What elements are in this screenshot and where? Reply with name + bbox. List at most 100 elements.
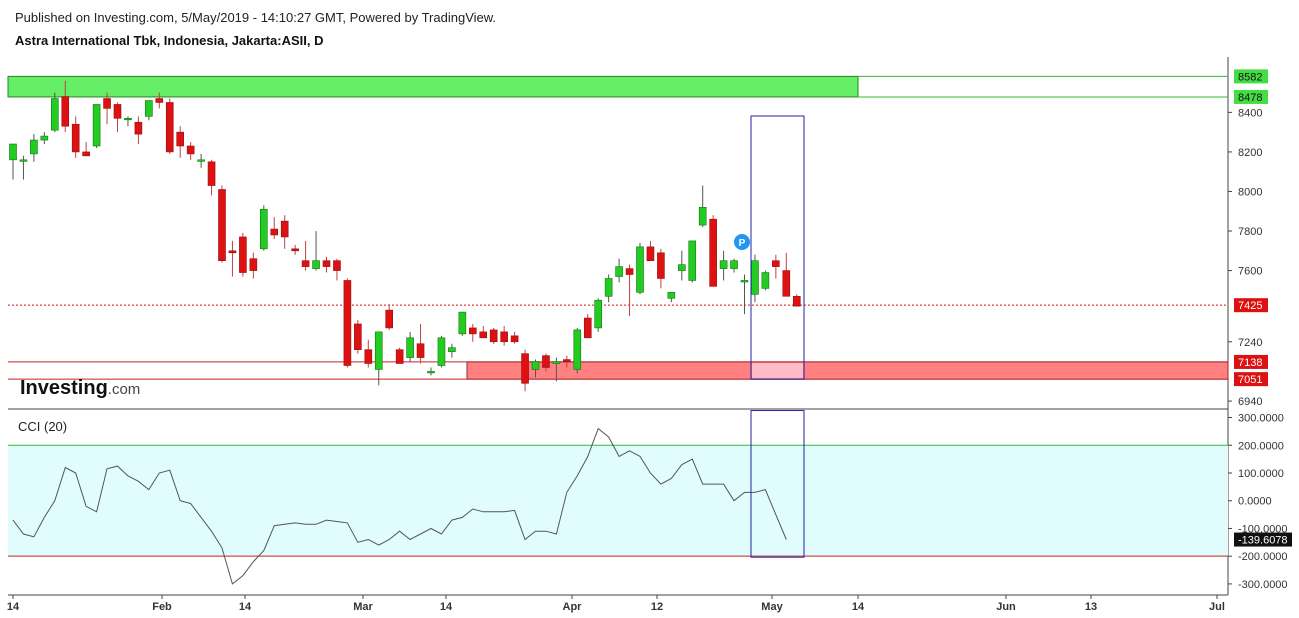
cci-current-badge: [1234, 532, 1292, 547]
candle-body: [249, 258, 258, 271]
candle-body: [479, 331, 488, 339]
candle-body: [155, 98, 164, 103]
candle-body: [218, 189, 226, 261]
annotation-boxes-group: [750, 115, 805, 558]
candle-body: [301, 260, 310, 267]
x-tick-label: Jun: [996, 601, 1016, 613]
candle-body: [510, 335, 519, 343]
candle-body: [448, 347, 456, 352]
candle-body: [573, 329, 582, 370]
candle-body: [563, 359, 571, 362]
candle-body: [416, 343, 425, 358]
candle-body: [291, 248, 299, 252]
cci-current-label: -139.6078: [1238, 535, 1288, 547]
cci-tick-label: -300.0000: [1238, 579, 1288, 591]
candle-body: [688, 240, 697, 281]
candle-body: [343, 280, 352, 366]
resistance-zone: [7, 75, 859, 98]
cci-tick-label: -200.0000: [1238, 551, 1288, 563]
price-badge: [1234, 69, 1268, 84]
cci-band-group: [8, 444, 1228, 557]
candle-body: [709, 218, 717, 287]
candle-body: [374, 331, 383, 370]
cci-tick-label: 200.0000: [1238, 440, 1284, 452]
candle-body: [312, 260, 320, 269]
candle-body: [71, 123, 80, 153]
cci-tick-label: 0.0000: [1238, 496, 1272, 508]
logo-main: Investing: [20, 377, 108, 399]
candle-body: [186, 145, 195, 155]
cci-series-line: [12, 427, 787, 585]
investing-logo: Investing.com: [20, 377, 140, 399]
candle-body: [604, 278, 613, 297]
candle-body: [364, 349, 373, 364]
x-tick-label: 14: [852, 601, 865, 613]
candle-body: [792, 295, 801, 307]
x-tick-label: 14: [440, 601, 453, 613]
price-tick-label: 8400: [1238, 107, 1262, 119]
candle-body: [542, 355, 550, 368]
candle-body: [40, 135, 49, 141]
candle-body: [500, 331, 508, 343]
candle-body: [9, 143, 17, 161]
cci-tick-label: -100.0000: [1238, 523, 1288, 535]
cci-axis-ticks: 300.0000200.0000100.00000.0000-100.0000-…: [1228, 413, 1292, 591]
price-badge-label: 8582: [1238, 71, 1262, 83]
candle-body: [354, 323, 362, 350]
candle-body: [228, 250, 237, 254]
publish-info: Published on Investing.com, 5/May/2019 -…: [15, 10, 497, 25]
cci-line-group: [12, 427, 787, 585]
candle-body: [333, 260, 341, 271]
candle-body: [698, 206, 707, 226]
candle-body: [124, 118, 132, 121]
cci-tick-label: 300.0000: [1238, 413, 1284, 425]
x-tick-label: Feb: [152, 601, 172, 613]
candle-body: [489, 329, 498, 343]
candle-body: [458, 311, 467, 335]
candle-body: [280, 220, 289, 238]
candle-body: [740, 280, 749, 283]
candle-body: [751, 260, 759, 295]
pivot-marker-icon[interactable]: [734, 234, 750, 250]
price-tick-label: 6940: [1238, 396, 1262, 408]
price-axis-ticks: 8400 8200 8000 7800 7600 7240 6940: [1228, 107, 1262, 408]
candle-body: [636, 246, 644, 293]
candle-body: [145, 100, 153, 117]
candle-body: [531, 361, 540, 370]
candle-body: [322, 260, 331, 267]
price-tick-label: 8200: [1238, 147, 1262, 159]
price-annotation-box-fill: [752, 362, 803, 379]
candle-body: [270, 228, 279, 236]
price-badge: [1234, 89, 1268, 104]
candle-body: [176, 131, 184, 147]
pivot-marker-label: P: [739, 238, 746, 249]
candle-body: [197, 159, 205, 162]
time-axis-ticks: 14 Feb 14 Mar 14 Apr 12 May 14 Jun 13 Jul: [7, 595, 1225, 613]
candle-body: [583, 317, 592, 339]
candle-body: [657, 252, 665, 279]
price-badge-label: 8478: [1238, 92, 1262, 104]
price-tick-label: 7240: [1238, 337, 1262, 349]
price-badge-label: 7051: [1238, 374, 1262, 386]
candle-body: [667, 292, 676, 299]
price-tick-label: 8000: [1238, 186, 1262, 198]
x-tick-label: 13: [1085, 601, 1097, 613]
candle-body: [615, 266, 623, 277]
candle-body: [385, 309, 394, 329]
candle-body: [207, 161, 216, 186]
candle-body: [259, 208, 268, 250]
candle-body: [406, 337, 414, 358]
candle-body: [730, 260, 738, 269]
candle-body: [50, 98, 59, 131]
x-tick-label: Apr: [563, 601, 583, 613]
candle-body: [92, 104, 101, 147]
chart-title: Astra International Tbk, Indonesia, Jaka…: [15, 33, 324, 48]
candle-body: [395, 349, 404, 364]
x-tick-label: Mar: [353, 601, 373, 613]
candle-body: [165, 102, 174, 153]
candles-group: [9, 80, 801, 392]
candle-body: [437, 337, 446, 366]
candle-body: [427, 371, 435, 374]
candle-body: [30, 139, 38, 155]
